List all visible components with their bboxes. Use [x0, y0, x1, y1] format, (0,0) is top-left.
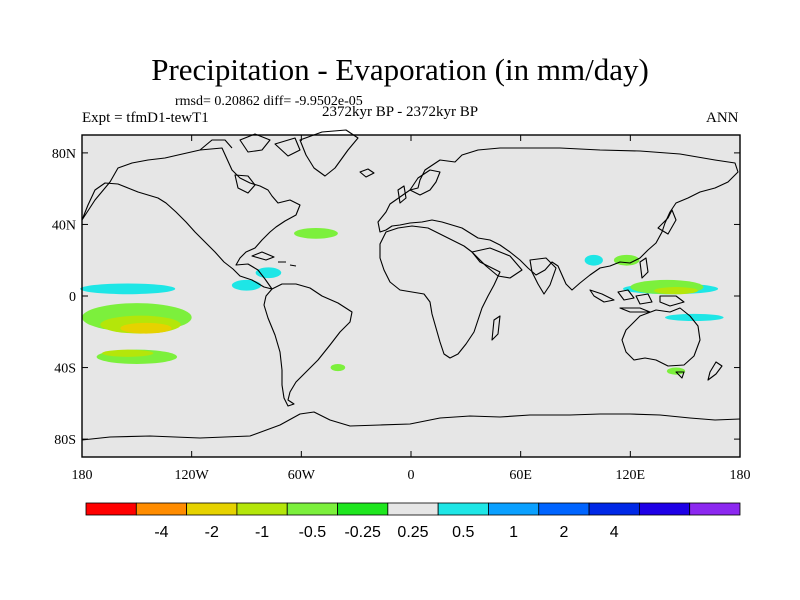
period-label: 2372kyr BP - 2372kyr BP — [322, 104, 479, 120]
anomaly-region-6 — [665, 313, 724, 322]
coast-philippines — [639, 257, 649, 279]
coast-eurasia — [377, 147, 739, 291]
anomaly-region-1 — [231, 279, 262, 291]
coast-africa — [379, 225, 501, 359]
anomaly-region-16 — [666, 367, 686, 375]
colorbar-swatch-12 — [689, 502, 741, 516]
coast-madagascar — [491, 315, 501, 341]
colorbar-label-4: -0.25 — [344, 524, 381, 541]
colorbar-label-7: 1 — [509, 524, 518, 541]
x-tick-label-6: 180 — [730, 468, 751, 483]
y-tick-label-4: 80S — [54, 433, 76, 448]
colorbar-swatch-1 — [135, 502, 188, 516]
stats-label: rmsd= 0.20862 diff= -9.9502e-05 — [175, 94, 363, 109]
colorbar-swatch-5 — [337, 502, 389, 516]
coast-arabia — [471, 247, 523, 279]
colorbar-label-6: 0.5 — [452, 524, 474, 541]
anomaly-region-9 — [120, 322, 172, 334]
colorbar-swatch-4 — [286, 502, 338, 516]
coast-caribbean — [251, 251, 297, 267]
x-tick-label-3: 0 — [408, 468, 415, 483]
coast-hudson-bay — [234, 174, 256, 194]
colorbar-swatch-8 — [488, 502, 540, 516]
coast-australia — [621, 307, 701, 367]
y-tick-label-1: 40N — [52, 218, 76, 233]
coast-greenland — [299, 129, 359, 177]
coast-indonesia — [589, 289, 685, 313]
x-tick-label-4: 60E — [509, 468, 532, 483]
coast-antarctica — [81, 411, 741, 441]
x-tick-label-0: 180 — [72, 468, 93, 483]
coast-south-america — [263, 283, 353, 407]
anomaly-region-0 — [80, 283, 176, 295]
colorbar-label-9: 4 — [610, 524, 619, 541]
y-tick-label-2: 0 — [69, 290, 76, 305]
colorbar-label-3: -0.5 — [299, 524, 327, 541]
colorbar: -4 -2 -1 -0.5 -0.25 0.25 0.5 1 2 4 — [85, 502, 741, 541]
y-tick-label-0: 80N — [52, 147, 76, 162]
y-tick-label-3: 40S — [54, 362, 76, 377]
anomaly-region-15 — [654, 287, 698, 295]
coast-india — [529, 257, 557, 295]
x-tick-label-2: 60W — [288, 468, 316, 483]
coast-scandinavia — [409, 169, 441, 196]
map-background — [82, 135, 740, 457]
anomaly-layer — [80, 228, 724, 375]
colorbar-swatch-3 — [236, 502, 288, 516]
coast-iceland — [359, 168, 375, 178]
coast-britain — [397, 185, 407, 204]
colorbar-swatch-9 — [538, 502, 590, 516]
map-plot-area — [80, 129, 741, 458]
colorbar-swatch-6 — [387, 502, 439, 516]
anomaly-region-13 — [613, 254, 640, 266]
coast-north-america — [81, 147, 301, 290]
coast-tasmania — [675, 371, 685, 379]
colorbar-swatch-11 — [638, 502, 691, 516]
x-tick-label-5: 120E — [616, 468, 646, 483]
colorbar-swatch-10 — [588, 502, 640, 516]
anomaly-region-12 — [294, 228, 338, 239]
colorbar-label-0: -4 — [154, 524, 168, 541]
anomaly-region-11 — [102, 349, 154, 357]
axes: 180 120W 60W 0 60E 120E 180 80N 40N 0 40S 80S — [52, 135, 751, 483]
colorbar-swatch-2 — [186, 502, 238, 516]
chart-title: Precipitation - Evaporation (in mm/day) — [151, 52, 649, 87]
anomaly-region-3 — [520, 287, 550, 295]
colorbar-label-5: 0.25 — [397, 524, 428, 541]
colorbar-label-8: 2 — [559, 524, 568, 541]
coast-new-zealand — [707, 361, 723, 381]
colorbar-swatch-7 — [437, 502, 489, 516]
coastlines — [81, 129, 741, 441]
anomaly-region-4 — [584, 254, 603, 266]
colorbar-label-1: -2 — [205, 524, 219, 541]
x-tick-label-1: 120W — [175, 468, 210, 483]
anomaly-region-17 — [330, 363, 346, 372]
colorbar-swatch-0 — [85, 502, 137, 516]
experiment-label: Expt = tfmD1-tewT1 — [82, 110, 209, 126]
colorbar-label-2: -1 — [255, 524, 269, 541]
coast-japan — [657, 209, 677, 235]
season-label: ANN — [706, 110, 739, 126]
